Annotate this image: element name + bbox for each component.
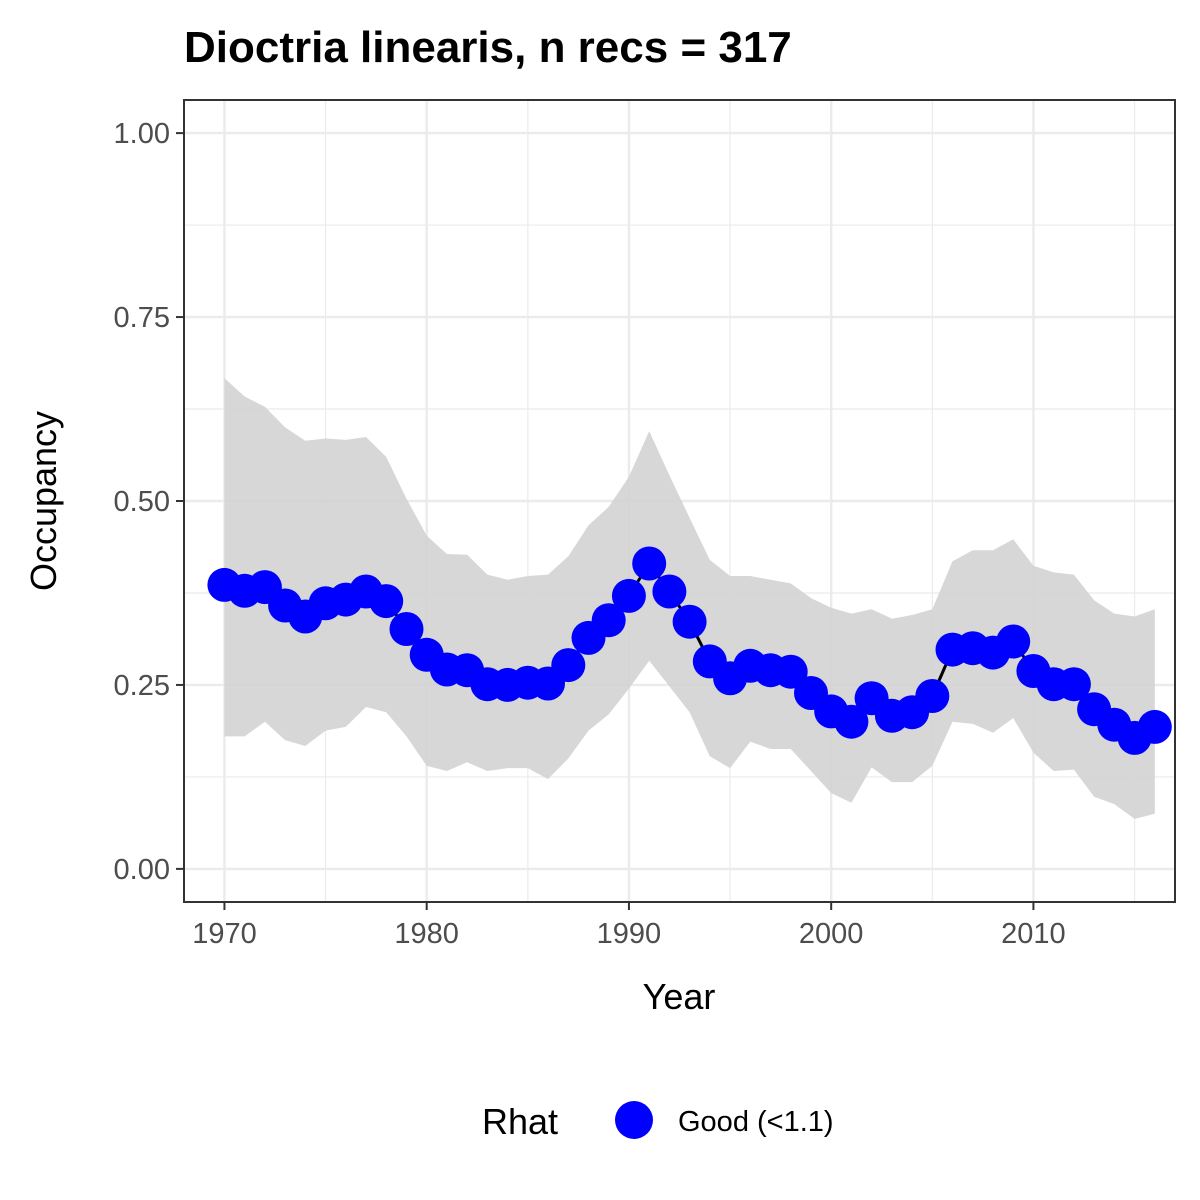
data-point: [632, 546, 667, 581]
series-points-layer: [207, 546, 1172, 755]
y-tick-label: 0.25: [114, 670, 170, 702]
data-point: [1137, 709, 1172, 744]
data-point: [834, 704, 869, 739]
legend-label-good: Good (<1.1): [678, 1106, 834, 1138]
x-tick-label: 1970: [192, 918, 257, 950]
legend-title: Rhat: [482, 1101, 558, 1142]
data-point: [389, 612, 424, 646]
y-tick-label: 0.50: [114, 486, 170, 518]
legend: Rhat Good (<1.1): [482, 1101, 834, 1142]
y-tick-label: 1.00: [114, 118, 170, 150]
data-point: [672, 604, 707, 639]
y-axis: 0.00 0.25 0.50 0.75 1.00: [114, 118, 184, 886]
data-point: [369, 584, 404, 619]
x-tick-label: 2000: [799, 918, 864, 950]
data-point: [773, 654, 808, 689]
data-point: [996, 624, 1031, 659]
y-tick-label: 0.00: [114, 854, 170, 886]
data-point: [652, 574, 687, 609]
x-tick-label: 1990: [597, 918, 662, 950]
data-point: [611, 578, 646, 613]
x-tick-label: 2010: [1001, 918, 1066, 950]
data-point: [1056, 667, 1091, 702]
x-tick-label: 1980: [394, 918, 459, 950]
y-axis-title: Occupancy: [23, 411, 64, 591]
data-point: [551, 648, 586, 683]
y-tick-label: 0.75: [114, 302, 170, 334]
chart-title: Dioctria linearis, n recs = 317: [184, 23, 792, 72]
x-axis-title: Year: [643, 976, 716, 1017]
data-point: [591, 603, 626, 638]
x-axis: 1970 1980 1990 2000 2010: [192, 902, 1066, 950]
data-point: [915, 679, 950, 713]
legend-key-good: [615, 1101, 653, 1139]
